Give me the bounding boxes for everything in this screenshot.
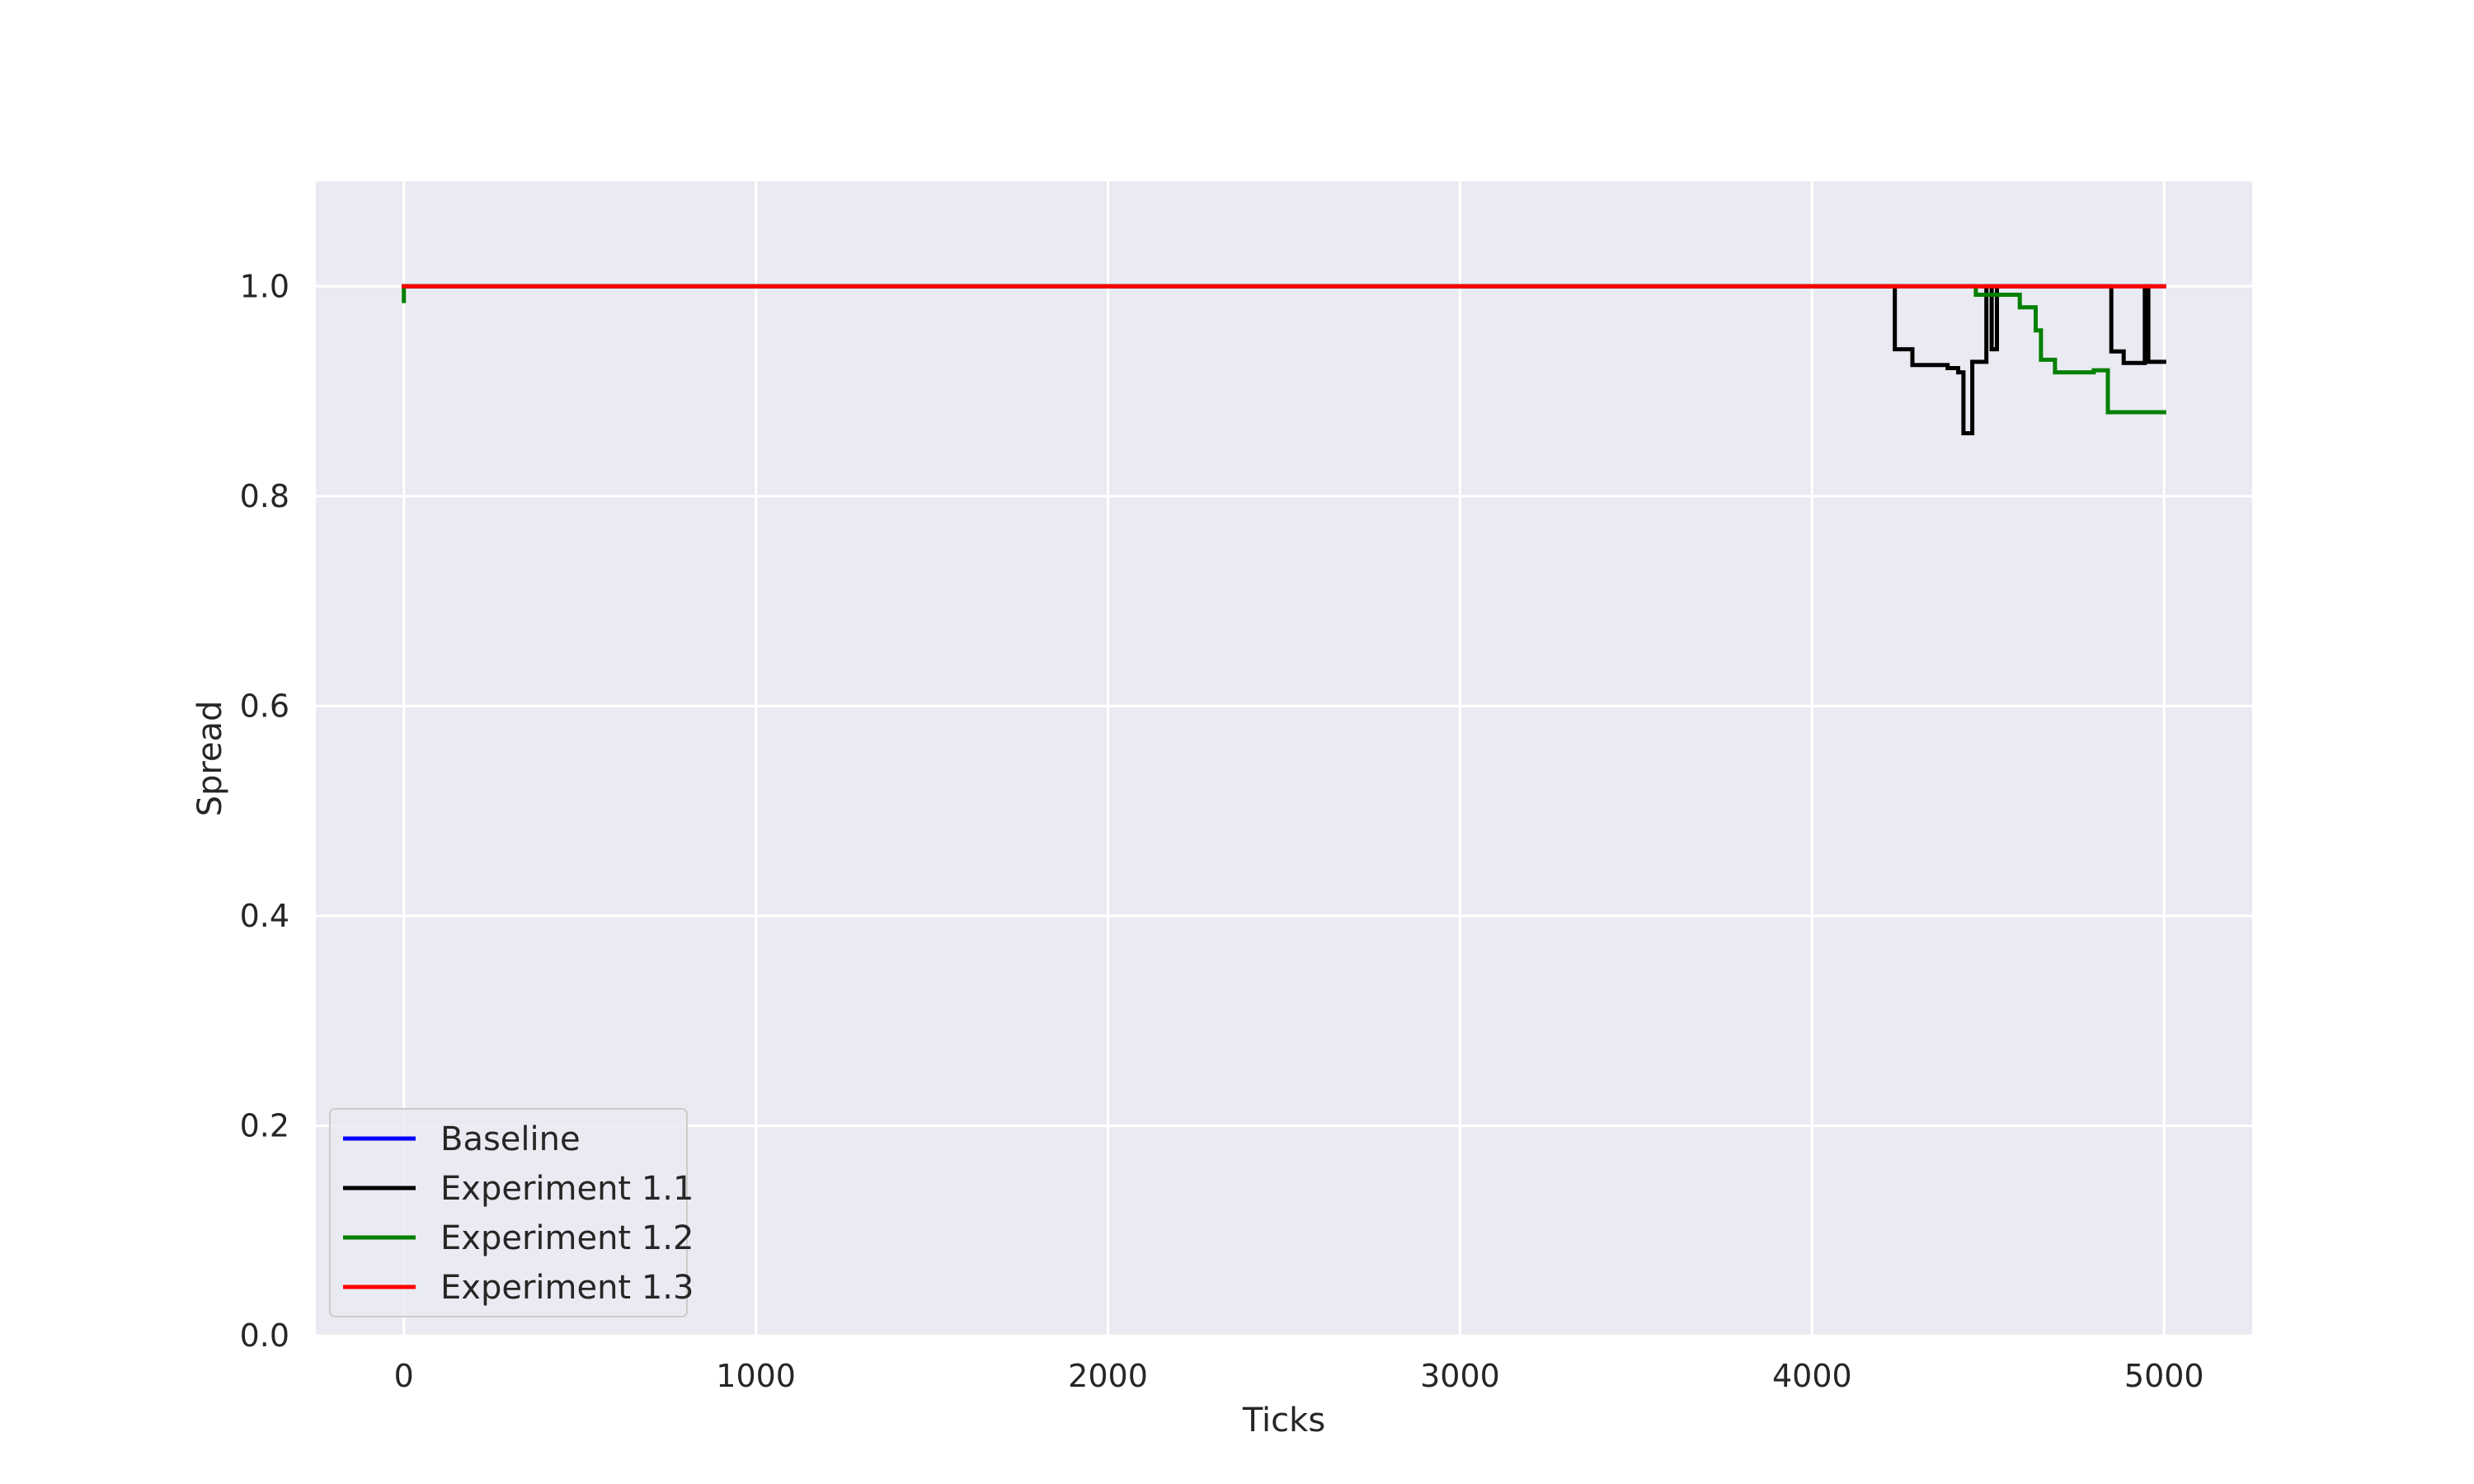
y-tick-label: 1.0: [240, 268, 289, 304]
x-tick-label: 1000: [716, 1358, 796, 1394]
y-tick-label: 0.8: [240, 478, 289, 514]
y-tick-label: 0.2: [240, 1107, 289, 1144]
legend-label: Experiment 1.2: [440, 1219, 694, 1257]
legend: Baseline Experiment 1.1 Experiment 1.2 Expe…: [329, 1108, 694, 1317]
x-axis-ticks: 0 1000 2000 3000 4000 5000: [394, 1358, 2204, 1394]
x-tick-label: 4000: [1772, 1358, 1852, 1394]
series-line-2: [402, 284, 2166, 415]
y-axis-label: Spread: [191, 701, 229, 817]
legend-label: Experiment 1.1: [440, 1170, 694, 1208]
legend-box: [329, 1108, 688, 1317]
x-tick-label: 3000: [1420, 1358, 1500, 1394]
x-axis-label: Ticks: [1242, 1402, 1325, 1439]
y-tick-label: 0.6: [240, 688, 289, 724]
x-tick-label: 2000: [1068, 1358, 1148, 1394]
y-tick-label: 0.4: [240, 898, 289, 934]
legend-label: Experiment 1.3: [440, 1269, 694, 1307]
legend-label: Baseline: [440, 1120, 581, 1158]
x-tick-label: 0: [394, 1358, 414, 1394]
y-tick-label: 0.0: [240, 1317, 289, 1354]
x-tick-label: 5000: [2124, 1358, 2204, 1394]
series-lines: [402, 284, 2166, 435]
y-axis-ticks: 0.0 0.2 0.4 0.6 0.8 1.0: [240, 268, 289, 1354]
